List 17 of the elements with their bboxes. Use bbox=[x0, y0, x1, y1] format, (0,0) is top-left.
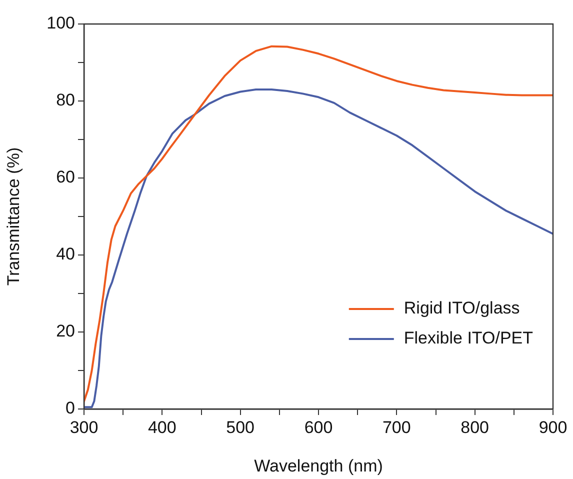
x-axis-title: Wavelength (nm) bbox=[254, 456, 383, 476]
x-tick-label: 800 bbox=[460, 418, 490, 437]
y-tick-label: 100 bbox=[46, 14, 75, 33]
y-tick-label: 0 bbox=[66, 398, 75, 418]
x-tick-label: 900 bbox=[538, 418, 568, 437]
y-tick-label: 20 bbox=[56, 322, 75, 341]
x-tick-label: 700 bbox=[382, 418, 411, 437]
y-tick-label: 80 bbox=[56, 90, 75, 110]
x-tick-label: 600 bbox=[304, 418, 333, 437]
x-tick-label: 500 bbox=[226, 418, 255, 437]
y-tick-label: 60 bbox=[56, 168, 75, 187]
legend-label: Flexible ITO/PET bbox=[404, 328, 534, 348]
x-tick-label: 400 bbox=[148, 418, 176, 437]
legend-label: Rigid ITO/glass bbox=[404, 298, 520, 318]
x-tick-label: 300 bbox=[70, 418, 98, 437]
y-tick-label: 40 bbox=[56, 244, 75, 264]
y-axis-title: Transmittance (%) bbox=[4, 147, 23, 286]
